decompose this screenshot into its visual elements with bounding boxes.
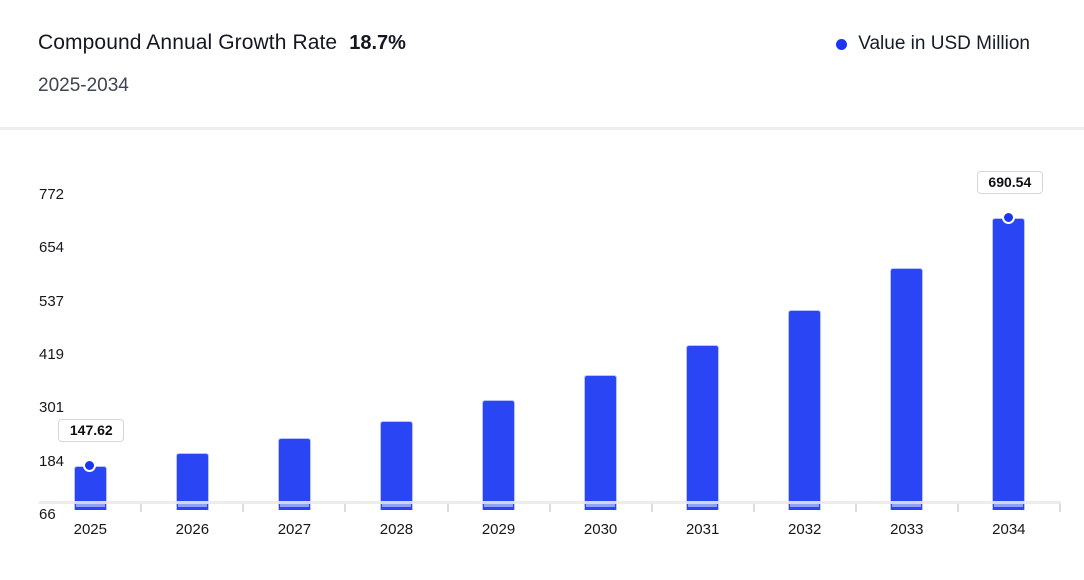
bar-base-stripe bbox=[892, 504, 922, 507]
legend-dot-icon bbox=[836, 38, 848, 50]
header-divider bbox=[0, 127, 1084, 130]
value-label-2034: 690.54 bbox=[976, 170, 1043, 194]
bar-2031[interactable] bbox=[686, 344, 720, 510]
bar-base-stripe bbox=[177, 504, 207, 507]
x-axis-label-2026: 2026 bbox=[175, 520, 210, 538]
x-axis-label-2025: 2025 bbox=[73, 520, 107, 538]
bar-base-stripe bbox=[381, 504, 411, 507]
x-axis-tick bbox=[752, 503, 755, 512]
y-axis-tick-label: 66 bbox=[39, 505, 56, 523]
y-axis-tick-label: 772 bbox=[39, 186, 65, 203]
bar-2034[interactable] bbox=[992, 218, 1026, 510]
value-label-2025: 147.62 bbox=[58, 418, 125, 442]
x-axis-label-2030: 2030 bbox=[583, 520, 618, 538]
bar-2027[interactable] bbox=[277, 438, 311, 510]
chart-title: Compound Annual Growth Rate bbox=[38, 31, 338, 54]
bar-base-stripe bbox=[484, 504, 514, 507]
x-axis-tick bbox=[854, 503, 857, 512]
x-axis-label-2034: 2034 bbox=[992, 520, 1026, 538]
x-axis-tick bbox=[446, 503, 449, 512]
x-axis-label-2031: 2031 bbox=[685, 520, 720, 538]
x-axis-tick bbox=[1058, 503, 1061, 512]
chart-subtitle: 2025-2034 bbox=[38, 75, 129, 96]
x-axis-tick bbox=[650, 503, 653, 512]
x-axis-label-2028: 2028 bbox=[379, 520, 414, 538]
x-axis-label-2033: 2033 bbox=[890, 520, 924, 538]
bar-base-stripe bbox=[586, 504, 616, 507]
x-axis-tick bbox=[956, 503, 959, 512]
y-axis-tick-label: 184 bbox=[39, 452, 65, 470]
legend-label: Value in USD Million bbox=[858, 33, 1030, 54]
y-axis-tick-label: 654 bbox=[39, 239, 65, 257]
bar-base-stripe bbox=[688, 504, 718, 507]
chart-header: Compound Annual Growth Rate 18.7% bbox=[38, 31, 406, 55]
bar-base-stripe bbox=[790, 504, 820, 507]
y-axis-tick-label: 301 bbox=[39, 399, 65, 417]
data-point-marker-2025 bbox=[83, 459, 97, 472]
x-axis-label-2029: 2029 bbox=[481, 520, 516, 538]
bar-base-stripe bbox=[994, 504, 1024, 507]
x-axis-label-2032: 2032 bbox=[788, 520, 822, 538]
bar-base-stripe bbox=[279, 504, 309, 507]
x-axis-tick bbox=[548, 503, 551, 512]
x-axis-line bbox=[39, 501, 1061, 504]
cagr-value: 18.7% bbox=[349, 32, 406, 54]
bar-2028[interactable] bbox=[379, 420, 413, 510]
data-point-marker-2034 bbox=[1001, 211, 1015, 225]
x-axis-tick bbox=[344, 503, 347, 512]
bar-2029[interactable] bbox=[482, 399, 516, 510]
y-axis-tick-label: 419 bbox=[39, 345, 65, 363]
x-axis-label-2027: 2027 bbox=[277, 520, 312, 538]
x-axis-tick bbox=[242, 503, 245, 512]
legend-item-value[interactable]: Value in USD Million bbox=[836, 33, 1030, 55]
bar-base-stripe bbox=[75, 504, 105, 507]
bar-2030[interactable] bbox=[584, 374, 618, 510]
y-axis-tick-label: 537 bbox=[39, 292, 65, 310]
bar-2033[interactable] bbox=[890, 267, 924, 510]
bar-2026[interactable] bbox=[175, 453, 209, 510]
bar-2032[interactable] bbox=[788, 309, 822, 510]
x-axis-tick bbox=[140, 503, 143, 512]
